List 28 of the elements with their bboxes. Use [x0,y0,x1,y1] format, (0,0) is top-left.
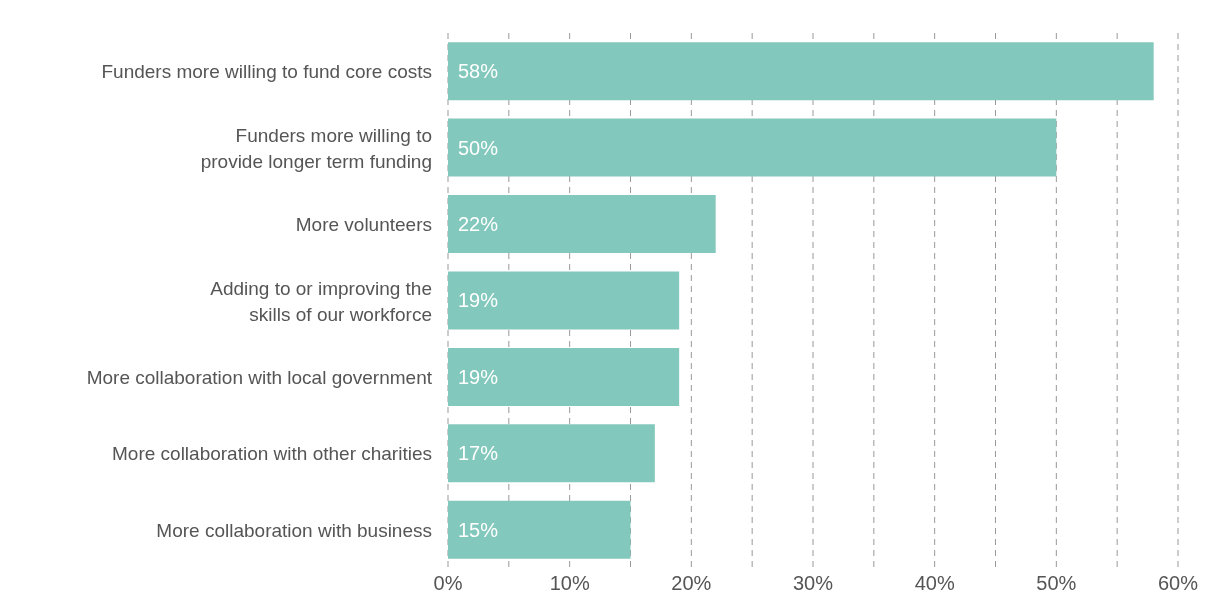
data-label: 22% [458,213,499,236]
data-label: 50% [458,136,499,159]
y-tick-label: More collaboration with local government [86,366,433,388]
bar [448,195,716,254]
bar [448,271,680,330]
data-label: 19% [458,289,499,312]
x-tick-label: 40% [914,572,955,595]
y-tick-label: More volunteers [295,214,432,236]
data-label: 19% [458,365,499,388]
x-tick-label: 0% [433,572,463,595]
y-tick-label: Funders more willing to fund core costs [101,61,432,83]
bar [448,118,1057,177]
y-tick-label: More collaboration with other charities [112,443,432,465]
bar [448,424,655,483]
y-tick-label: Funders more willing to provide longer term funding [200,124,432,172]
data-label: 17% [458,442,499,465]
y-tick-label: Adding to or improving the skills of our workforce [210,277,432,325]
bar [448,42,1154,101]
x-tick-label: 10% [549,572,590,595]
x-tick-label: 20% [671,572,712,595]
x-tick-label: 60% [1157,572,1199,595]
data-label: 15% [458,518,499,541]
y-tick-label: More collaboration with business [156,519,432,541]
bar [448,347,680,406]
x-tick-label: 50% [1036,572,1077,595]
bar [448,500,631,559]
data-label: 58% [458,60,499,83]
x-tick-label: 30% [792,572,834,595]
